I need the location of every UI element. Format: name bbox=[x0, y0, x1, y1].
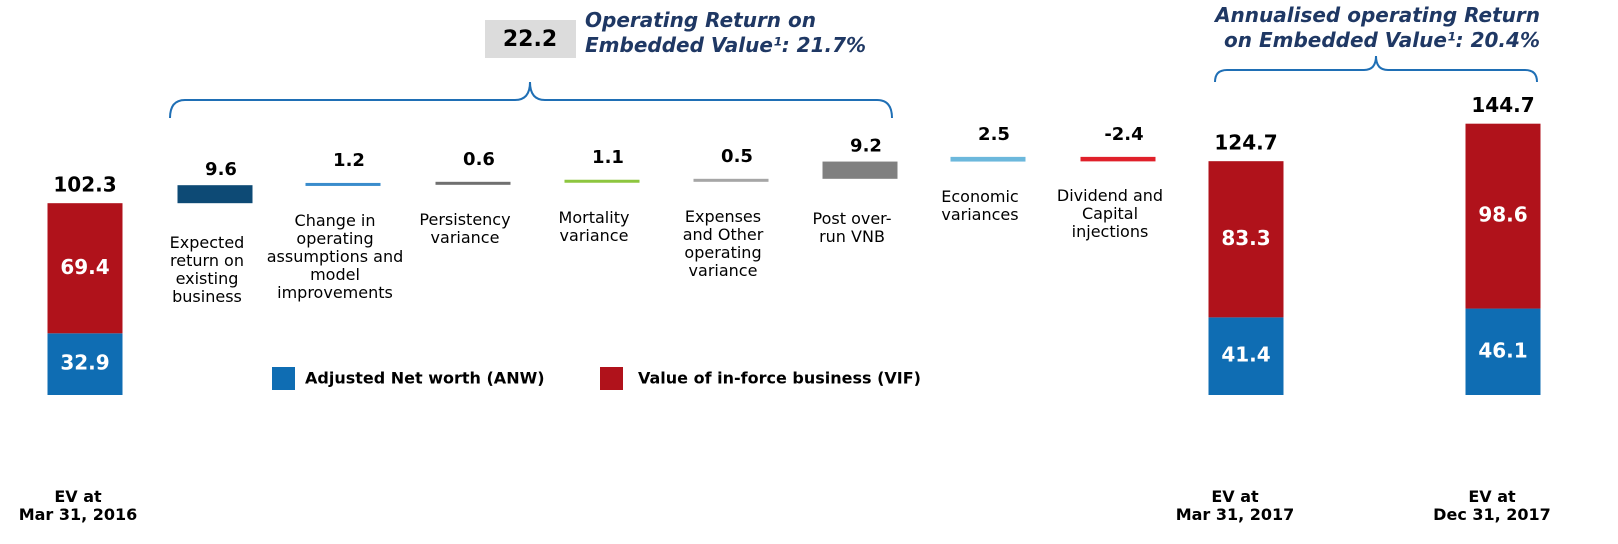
value-label: 1.1 bbox=[592, 147, 624, 168]
category-label: Economic variances bbox=[941, 186, 1019, 224]
value-label: 0.6 bbox=[463, 149, 495, 170]
total-label: 144.7 bbox=[1471, 93, 1534, 117]
segment-label: 41.4 bbox=[1221, 343, 1270, 367]
axis-label: EV at Mar 31, 2016 bbox=[18, 487, 138, 524]
category-label: Change in operating assumptions and mode… bbox=[266, 210, 404, 302]
segment-label: 98.6 bbox=[1478, 203, 1527, 227]
bar-segment bbox=[1208, 317, 1284, 395]
category-label: Expenses and Other operating variance bbox=[682, 206, 764, 280]
legend-label: Value of in-force business (VIF) bbox=[638, 369, 921, 388]
segment-label: 32.9 bbox=[60, 351, 109, 375]
bar bbox=[693, 178, 769, 182]
category-label: Persistency variance bbox=[419, 209, 511, 247]
bar-segment bbox=[47, 333, 123, 395]
legend-swatch bbox=[600, 367, 623, 390]
bar bbox=[177, 185, 253, 204]
brace bbox=[169, 81, 893, 119]
category-label: Mortality variance bbox=[558, 207, 630, 245]
total-label: 102.3 bbox=[53, 173, 116, 197]
bar-segment bbox=[1208, 161, 1284, 318]
segment-label: 83.3 bbox=[1221, 226, 1270, 250]
value-label: 9.2 bbox=[850, 136, 882, 157]
legend-swatch bbox=[272, 367, 295, 390]
value-label: 9.6 bbox=[205, 159, 237, 180]
annotation-value: 22.2 bbox=[503, 27, 557, 52]
bar-segment bbox=[1465, 308, 1541, 395]
total-label: 124.7 bbox=[1214, 131, 1277, 155]
category-label: Post over- run VNB bbox=[812, 208, 892, 246]
brace bbox=[1214, 55, 1538, 83]
bar-segment bbox=[47, 203, 123, 334]
bar-segment bbox=[1465, 123, 1541, 309]
segment-label: 46.1 bbox=[1478, 338, 1527, 362]
bar bbox=[305, 182, 381, 186]
segment-label: 69.4 bbox=[60, 255, 109, 279]
annotation-box bbox=[485, 20, 576, 58]
annotation: Operating Return on Embedded Value¹: 21.… bbox=[585, 8, 867, 57]
axis-label: EV at Mar 31, 2017 bbox=[1175, 487, 1295, 524]
value-label: -2.4 bbox=[1104, 124, 1143, 145]
value-label: 2.5 bbox=[978, 124, 1010, 145]
annotation: Annualised operating Return on Embedded … bbox=[1215, 3, 1540, 52]
bar bbox=[950, 156, 1026, 162]
value-label: 1.2 bbox=[333, 150, 365, 171]
value-label: 0.5 bbox=[721, 146, 753, 167]
bar bbox=[822, 161, 898, 179]
axis-label: EV at Dec 31, 2017 bbox=[1433, 487, 1551, 524]
legend-label: Adjusted Net worth (ANW) bbox=[305, 369, 545, 388]
category-label: Expected return on existing business bbox=[169, 233, 245, 307]
category-label: Dividend and Capital injections bbox=[1056, 186, 1164, 242]
bar bbox=[1080, 156, 1156, 162]
bar bbox=[564, 179, 640, 183]
bar bbox=[435, 181, 511, 185]
